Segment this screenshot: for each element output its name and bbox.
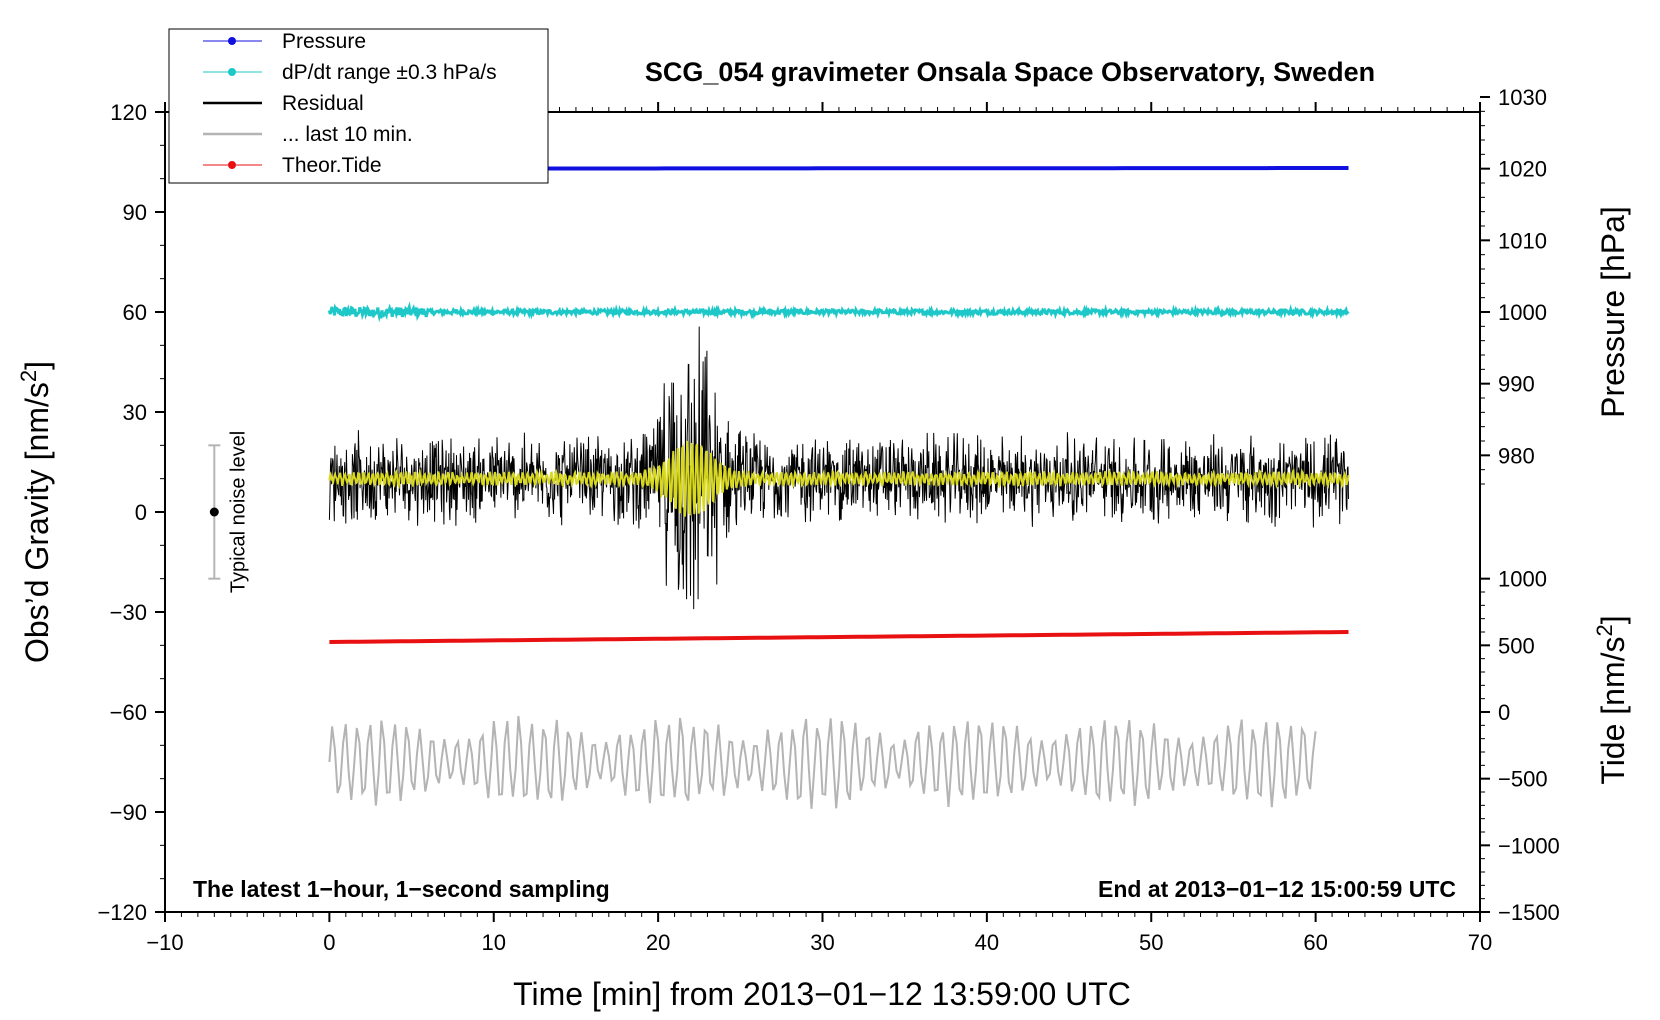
legend-entry: Theor.Tide (203, 154, 382, 177)
y-tick-label: 30 (123, 400, 147, 425)
y-tick-label: −90 (110, 800, 147, 825)
tide-tick-label: 500 (1498, 633, 1535, 658)
pressure-tick-label: 1010 (1498, 228, 1547, 253)
tide-axis-title-sup: 2 (1592, 624, 1617, 636)
x-tick-label: 30 (810, 930, 834, 955)
x-tick-label: 50 (1139, 930, 1163, 955)
series-smoothed-residual-line (328, 440, 1350, 517)
y-tick-label: −60 (110, 700, 147, 725)
legend-label: ... last 10 min. (282, 123, 413, 146)
x-tick-label: 10 (482, 930, 506, 955)
legend-swatch-dot (228, 37, 236, 45)
series-last-10-min-line (328, 715, 1317, 809)
series-tide-line (329, 630, 1349, 644)
noise-bar: Typical noise level (208, 431, 249, 593)
legend-label: Residual (282, 92, 364, 115)
chart-title: SCG_054 gravimeter Onsala Space Observat… (645, 57, 1375, 87)
legend-label: dP/dt range ±0.3 hPa/s (282, 61, 497, 84)
ticks-layer (155, 96, 1490, 922)
legend-items: Pressure dP/dt range ±0.3 hPa/s Residual..… (203, 30, 497, 177)
x-tick-label: 60 (1303, 930, 1327, 955)
series-layer (327, 166, 1350, 809)
legend-label: Theor.Tide (282, 154, 382, 177)
noise-bar-dot (209, 507, 219, 517)
y-axis-title-main: Obs’d Gravity [nm/s (19, 382, 55, 663)
pressure-tick-label: 990 (1498, 372, 1535, 397)
legend-swatch-dot (228, 68, 236, 76)
legend-entry: dP/dt range ±0.3 hPa/s (203, 61, 497, 84)
y-tick-label: 90 (123, 200, 147, 225)
tide-tick-label: 0 (1498, 700, 1510, 725)
y-axis-title-end: ] (19, 361, 55, 370)
legend-swatch-dot (228, 161, 236, 169)
tide-tick-label: 1000 (1498, 567, 1547, 592)
x-tick-label: 40 (975, 930, 999, 955)
pressure-tick-label: 1030 (1498, 85, 1547, 110)
tide-tick-label: −500 (1498, 767, 1548, 792)
labels-layer: −10 0 10 20 30 40 50 60 701209060300−30−60−90−12… (97, 85, 1559, 955)
tide-tick-label: −1000 (1498, 833, 1560, 858)
y-axis-title-pressure: Pressure [hPa] (1595, 206, 1631, 418)
annotation-end-time: End at 2013−01−12 15:00:59 UTC (1098, 876, 1456, 902)
legend: Pressure dP/dt range ±0.3 hPa/s Residual..… (168, 28, 549, 184)
legend-entry: ... last 10 min. (203, 123, 413, 146)
legend-entry: Residual (203, 92, 364, 115)
legend-entry: Pressure (203, 30, 366, 53)
legend-label: Pressure (282, 30, 366, 53)
x-tick-label: −10 (146, 930, 183, 955)
x-tick-label: 20 (646, 930, 670, 955)
pressure-tick-label: 1020 (1498, 157, 1547, 182)
legend-box (168, 28, 549, 184)
tide-axis-title-main: Tide [nm/s (1595, 636, 1631, 784)
series-dpdt-line (327, 301, 1350, 323)
pressure-tick-label: 980 (1498, 443, 1535, 468)
pressure-tick-label: 1000 (1498, 300, 1547, 325)
y-tick-label: 120 (110, 100, 147, 125)
y-tick-label: 0 (135, 500, 147, 525)
annotation-sampling: The latest 1−hour, 1−second sampling (193, 876, 610, 902)
series-residual-line (328, 326, 1349, 610)
y-axis-title-sup: 2 (16, 370, 41, 382)
y-axis-title-tide: Tide [nm/s2] (1592, 615, 1632, 784)
y-tick-label: 60 (123, 300, 147, 325)
y-axis-title-gravity: Obs’d Gravity [nm/s2] (16, 361, 56, 663)
x-tick-label: 0 (323, 930, 335, 955)
noise-bar-label: Typical noise level (227, 431, 249, 593)
x-tick-label: 70 (1468, 930, 1492, 955)
y-tick-label: −30 (110, 600, 147, 625)
tide-axis-title-end: ] (1595, 615, 1631, 624)
x-axis-title: Time [min] from 2013−01−12 13:59:00 UTC (513, 976, 1131, 1012)
tide-tick-label: −1500 (1498, 900, 1560, 925)
y-tick-label: −120 (97, 900, 147, 925)
